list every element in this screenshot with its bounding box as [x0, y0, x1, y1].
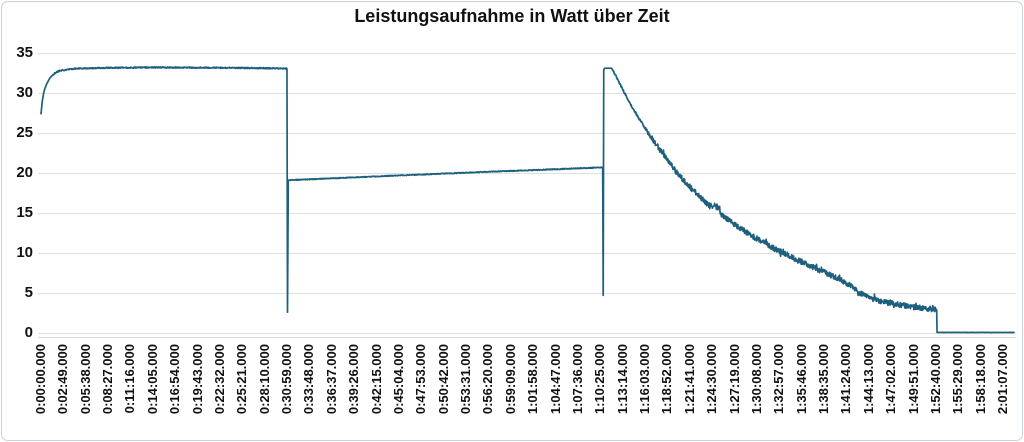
gridline-35	[38, 53, 1016, 54]
gridline-10	[38, 253, 1016, 254]
x-axis-line	[38, 337, 1016, 338]
gridline-5	[38, 293, 1016, 294]
y-axis-tick-label: 20	[16, 164, 33, 181]
y-axis-tick-label: 10	[16, 244, 33, 261]
y-axis-tick-label: 30	[16, 84, 33, 101]
gridline-15	[38, 213, 1016, 214]
gridline-30	[38, 93, 1016, 94]
gridline-25	[38, 133, 1016, 134]
y-axis-tick-label: 35	[16, 44, 33, 61]
y-axis-tick-label: 5	[24, 284, 33, 301]
gridline-0	[38, 333, 1016, 334]
power-series-line	[40, 66, 1015, 334]
chart-title: Leistungsaufnahme in Watt über Zeit	[354, 6, 670, 26]
y-axis-tick-label: 25	[16, 124, 33, 141]
y-axis-tick-label: 0	[24, 324, 33, 341]
gridline-20	[38, 173, 1016, 174]
y-axis-tick-label: 15	[16, 204, 33, 221]
